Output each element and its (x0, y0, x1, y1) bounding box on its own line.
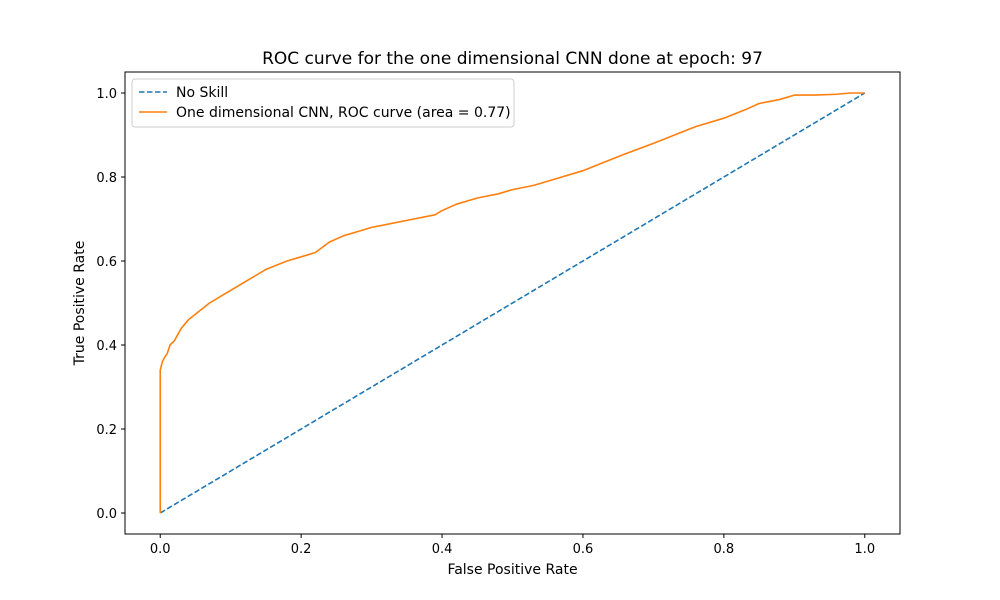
legend-box (131, 78, 515, 128)
series-line-cnn (159, 92, 865, 513)
series-line-no-skill (159, 92, 866, 514)
legend-label-no-skill: No Skill (176, 85, 228, 101)
y-tick-label: 0.4 (96, 339, 117, 354)
y-tick-label: 0.6 (96, 255, 117, 270)
y-axis-label: True Positive Rate (72, 241, 88, 367)
x-tick-label: 0.8 (714, 542, 735, 557)
axis-ticks: 0.0 0.2 0.4 0.6 0.8 1.0 0.0 0.2 0.4 0.6 0.8 1.0 (96, 87, 875, 557)
x-tick-label: 0.4 (432, 542, 453, 557)
plot-area (159, 92, 866, 514)
y-tick-label: 0.2 (96, 423, 117, 438)
y-tick-label: 0.8 (96, 171, 117, 186)
x-tick-label: 0.6 (573, 542, 594, 557)
legend-label-cnn: One dimensional CNN, ROC curve (area = 0… (176, 105, 511, 121)
chart-title: ROC curve for the one dimensional CNN do… (262, 49, 763, 69)
x-tick-label: 1.0 (854, 542, 875, 557)
x-tick-label: 0.2 (291, 542, 312, 557)
y-tick-label: 0.0 (96, 507, 117, 522)
legend: No Skill One dimensional CNN, ROC curve … (131, 78, 515, 128)
x-axis-label: False Positive Rate (447, 562, 577, 578)
x-tick-label: 0.0 (150, 542, 171, 557)
plot-frame (124, 71, 901, 535)
y-tick-label: 1.0 (96, 87, 117, 102)
